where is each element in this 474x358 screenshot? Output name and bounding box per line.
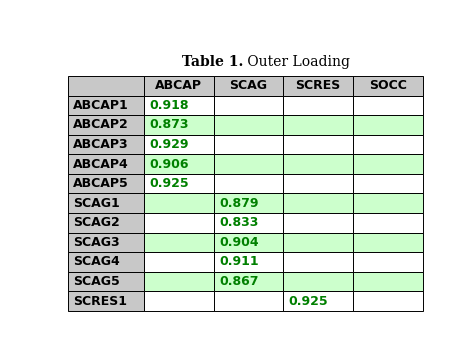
Text: ABCAP4: ABCAP4	[73, 158, 128, 171]
Bar	[353, 193, 423, 213]
Bar	[144, 213, 213, 233]
Bar	[144, 154, 213, 174]
Text: SOCC: SOCC	[369, 79, 407, 92]
Bar	[283, 154, 353, 174]
Bar	[353, 174, 423, 193]
Bar	[144, 252, 213, 272]
Bar	[353, 233, 423, 252]
Bar	[283, 174, 353, 193]
Text: SCAG4: SCAG4	[73, 256, 119, 268]
Text: 0.867: 0.867	[219, 275, 258, 288]
Bar	[213, 115, 283, 135]
Bar	[144, 174, 213, 193]
Bar	[144, 233, 213, 252]
Bar	[353, 135, 423, 154]
Bar	[213, 96, 283, 115]
Bar	[213, 174, 283, 193]
Bar	[283, 272, 353, 291]
Bar	[68, 193, 144, 213]
Text: ABCAP3: ABCAP3	[73, 138, 128, 151]
Text: 0.906: 0.906	[149, 158, 189, 171]
Text: SCAG3: SCAG3	[73, 236, 119, 249]
Bar	[353, 252, 423, 272]
Text: SCAG1: SCAG1	[73, 197, 119, 210]
Text: SCRES: SCRES	[296, 79, 341, 92]
Bar	[68, 174, 144, 193]
Bar	[68, 96, 144, 115]
Text: SCRES1: SCRES1	[73, 295, 127, 308]
Bar	[283, 96, 353, 115]
Bar	[353, 76, 423, 96]
Bar	[68, 154, 144, 174]
Bar	[68, 213, 144, 233]
Text: 0.873: 0.873	[149, 118, 189, 131]
Bar	[68, 291, 144, 311]
Text: Outer Loading: Outer Loading	[243, 55, 350, 69]
Bar	[144, 272, 213, 291]
Text: ABCAP: ABCAP	[155, 79, 202, 92]
Bar	[353, 213, 423, 233]
Bar	[353, 291, 423, 311]
Bar	[213, 291, 283, 311]
Text: 0.918: 0.918	[149, 99, 189, 112]
Bar	[283, 135, 353, 154]
Bar	[213, 193, 283, 213]
Bar	[353, 154, 423, 174]
Bar	[283, 76, 353, 96]
Text: ABCAP1: ABCAP1	[73, 99, 128, 112]
Bar	[213, 76, 283, 96]
Bar	[144, 135, 213, 154]
Bar	[213, 213, 283, 233]
Text: 0.904: 0.904	[219, 236, 259, 249]
Bar	[213, 154, 283, 174]
Bar	[68, 76, 144, 96]
Text: ABCAP5: ABCAP5	[73, 177, 128, 190]
Text: SCAG: SCAG	[229, 79, 267, 92]
Bar	[68, 252, 144, 272]
Text: SCAG5: SCAG5	[73, 275, 119, 288]
Bar	[283, 213, 353, 233]
Text: SCAG2: SCAG2	[73, 216, 119, 229]
Bar	[353, 272, 423, 291]
Bar	[68, 135, 144, 154]
Text: 0.925: 0.925	[289, 295, 328, 308]
Text: 0.925: 0.925	[149, 177, 189, 190]
Bar	[144, 291, 213, 311]
Bar	[144, 76, 213, 96]
Bar	[68, 115, 144, 135]
Bar	[213, 272, 283, 291]
Bar	[353, 96, 423, 115]
Bar	[144, 96, 213, 115]
Bar	[283, 115, 353, 135]
Bar	[144, 115, 213, 135]
Bar	[283, 252, 353, 272]
Bar	[68, 272, 144, 291]
Bar	[213, 252, 283, 272]
Text: 0.833: 0.833	[219, 216, 258, 229]
Bar	[68, 233, 144, 252]
Text: Table 1.: Table 1.	[182, 55, 243, 69]
Bar	[213, 233, 283, 252]
Text: 0.879: 0.879	[219, 197, 258, 210]
Bar	[144, 193, 213, 213]
Bar	[283, 193, 353, 213]
Text: 0.929: 0.929	[149, 138, 189, 151]
Bar	[213, 135, 283, 154]
Text: 0.911: 0.911	[219, 256, 259, 268]
Bar	[283, 233, 353, 252]
Text: ABCAP2: ABCAP2	[73, 118, 128, 131]
Bar	[353, 115, 423, 135]
Bar	[283, 291, 353, 311]
